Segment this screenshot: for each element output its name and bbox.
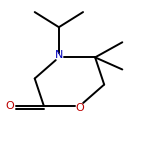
Text: N: N [55,50,63,60]
Text: O: O [76,103,84,113]
Text: O: O [5,101,14,111]
